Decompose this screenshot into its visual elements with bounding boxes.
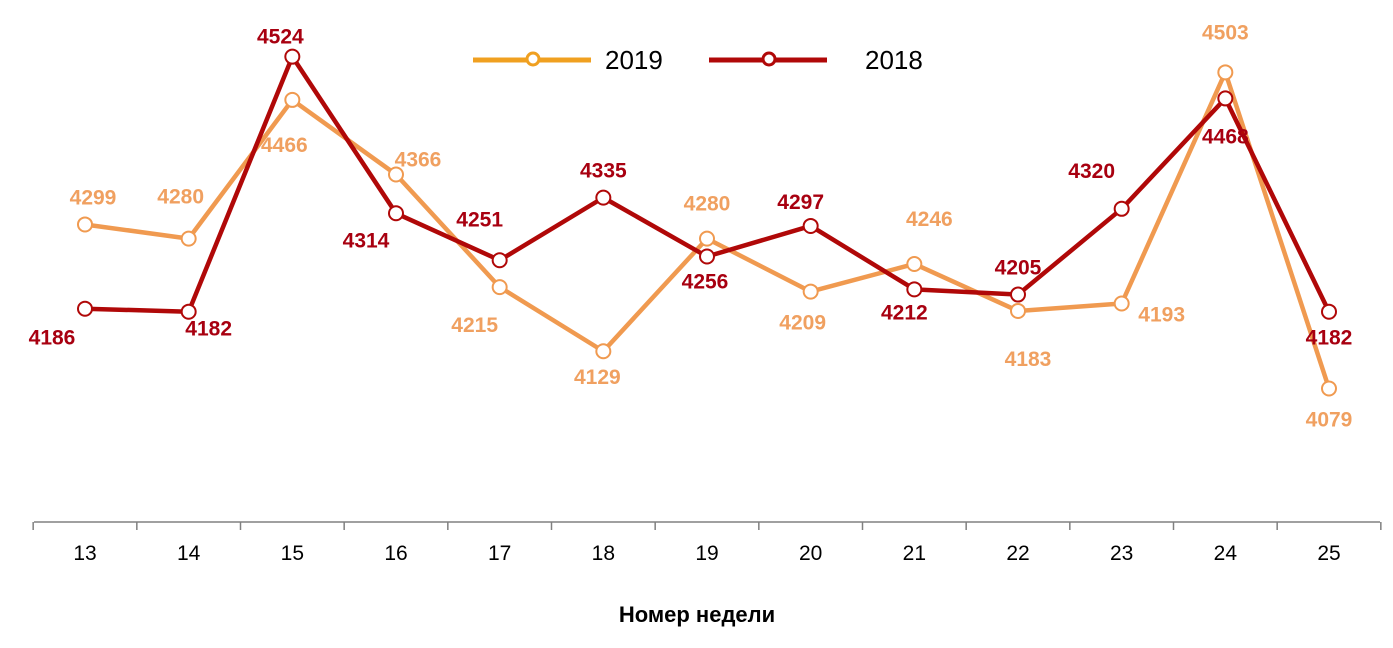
- x-tick-label: 19: [695, 542, 718, 565]
- data-point-2018: [906, 281, 923, 298]
- data-label-2018: 4320: [1068, 160, 1115, 183]
- data-point-2019: [699, 230, 715, 247]
- x-tick-label: 20: [799, 542, 822, 565]
- data-label-2018: 4251: [456, 208, 503, 231]
- x-tick-label: 18: [592, 542, 615, 565]
- x-tick-label: 22: [1006, 542, 1029, 565]
- data-point-2018: [802, 217, 819, 234]
- x-tick-label: 24: [1214, 542, 1238, 565]
- legend: 2019 2018: [473, 45, 923, 75]
- data-point-2018: [77, 300, 93, 317]
- data-label-2019: 4209: [779, 312, 826, 335]
- data-point-2018: [1321, 303, 1337, 320]
- legend-label-2018: 2018: [865, 45, 923, 75]
- data-point-2018: [699, 248, 715, 265]
- data-label-2018: 4297: [777, 191, 824, 214]
- data-label-2018: 4314: [343, 229, 390, 252]
- data-point-2019: [491, 279, 508, 296]
- legend-marker-2018: [761, 51, 777, 67]
- data-label-2019: 4079: [1306, 409, 1353, 432]
- legend-marker-2019: [525, 51, 541, 67]
- x-tick-label: 16: [384, 542, 407, 565]
- data-point-2018: [1217, 90, 1234, 107]
- x-tick-label: 14: [177, 542, 201, 565]
- data-label-2019: 4215: [451, 314, 498, 337]
- data-point-2018: [388, 205, 404, 222]
- data-label-2019: 4193: [1138, 304, 1185, 327]
- data-label-2018: 4335: [580, 160, 627, 183]
- data-point-2019: [906, 255, 923, 272]
- x-tick-label: 15: [281, 542, 304, 565]
- data-label-2019: 4246: [906, 208, 953, 231]
- data-label-2018: 4468: [1202, 125, 1249, 148]
- data-point-2019: [1217, 64, 1234, 81]
- data-label-2019: 4280: [684, 193, 731, 216]
- data-point-2018: [1113, 200, 1130, 217]
- data-label-2019: 4366: [395, 148, 442, 171]
- series-lines: [77, 48, 1337, 397]
- data-point-2018: [1010, 286, 1026, 303]
- data-point-2019: [1321, 380, 1337, 397]
- data-point-2019: [595, 343, 612, 360]
- data-label-2018: 4212: [881, 301, 928, 324]
- data-point-2019: [284, 91, 301, 108]
- data-label-2019: 4503: [1202, 21, 1249, 44]
- data-point-2019: [1113, 295, 1130, 312]
- data-point-2019: [180, 230, 197, 247]
- data-label-2018: 4524: [257, 26, 304, 49]
- data-label-2018: 4182: [185, 318, 232, 341]
- x-axis-title: Номер недели: [619, 602, 775, 627]
- data-point-2018: [180, 303, 197, 320]
- legend-label-2019: 2019: [605, 45, 663, 75]
- x-tick-label: 13: [73, 542, 96, 565]
- x-tick-label: 21: [903, 542, 926, 565]
- data-label-2018: 4205: [995, 257, 1042, 280]
- data-labels: 4299 4280 4466 4366 4215 4129 4280 4209 4246 4183…: [29, 21, 1353, 431]
- data-point-2018: [595, 189, 612, 206]
- data-label-2018: 4182: [1306, 327, 1353, 350]
- data-point-2018: [491, 252, 508, 269]
- x-axis: 13 14 15 16 17 18 19 20 21 22 23 24 25: [32, 521, 1382, 565]
- data-point-2019: [388, 166, 404, 183]
- data-label-2019: 4466: [261, 134, 308, 157]
- series-line-2019: [84, 70, 1332, 390]
- data-label-2019: 4183: [1005, 348, 1052, 371]
- x-tick-label: 17: [488, 542, 511, 565]
- x-tick-label: 25: [1317, 542, 1340, 565]
- data-label-2019: 4280: [157, 186, 204, 209]
- data-point-2018: [284, 48, 301, 65]
- data-point-2019: [802, 283, 819, 300]
- data-label-2018: 4256: [682, 271, 729, 294]
- data-label-2019: 4299: [70, 186, 117, 209]
- data-label-2018: 4186: [29, 327, 76, 350]
- data-label-2019: 4129: [574, 366, 621, 389]
- data-point-2019: [1010, 302, 1026, 319]
- data-point-2019: [77, 216, 93, 233]
- x-tick-label: 23: [1110, 542, 1133, 565]
